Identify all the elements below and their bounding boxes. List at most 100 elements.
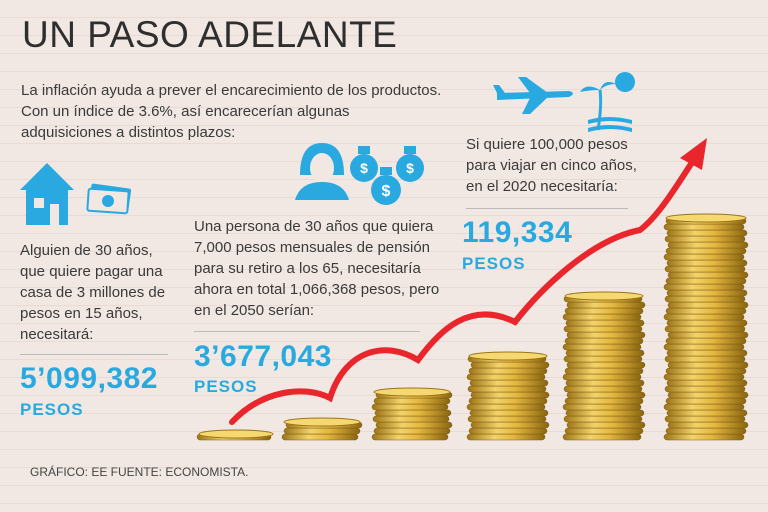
coin bbox=[564, 367, 644, 375]
coin bbox=[562, 373, 642, 381]
case-unit: PESOS bbox=[20, 400, 84, 419]
coin bbox=[663, 373, 745, 381]
case-text: pesos en 15 años, bbox=[20, 305, 143, 322]
coin-top bbox=[665, 213, 747, 223]
divider bbox=[20, 354, 168, 355]
plane-icon bbox=[493, 77, 573, 114]
palm-icon bbox=[580, 72, 635, 132]
coin bbox=[562, 343, 642, 351]
coin bbox=[466, 433, 546, 441]
coin bbox=[371, 433, 449, 441]
coin bbox=[470, 421, 550, 429]
coin-stacks bbox=[196, 213, 749, 441]
coin bbox=[663, 223, 745, 231]
intro-line: Con un índice de 3.6%, así encarecerían … bbox=[21, 103, 350, 120]
case-text: Alguien de 30 años, bbox=[20, 242, 153, 259]
coin bbox=[562, 433, 642, 441]
coin bbox=[466, 403, 546, 411]
coin bbox=[563, 325, 643, 333]
coin bbox=[566, 361, 646, 369]
case-text: 7,000 pesos mensuales de pensión bbox=[194, 239, 431, 256]
coin bbox=[667, 421, 749, 429]
coin bbox=[664, 265, 746, 273]
case-text: ahora en total 1,066,368 pesos, pero bbox=[194, 281, 440, 298]
coin bbox=[663, 253, 745, 261]
coin bbox=[665, 397, 747, 405]
coin bbox=[468, 397, 548, 405]
coin-top bbox=[283, 417, 361, 427]
coin bbox=[565, 349, 645, 357]
coin bbox=[468, 427, 548, 435]
coin bbox=[664, 325, 746, 333]
coin bbox=[663, 283, 745, 291]
coin bbox=[283, 427, 361, 435]
coin bbox=[564, 427, 644, 435]
case-text: casa de 3 millones de bbox=[20, 284, 166, 301]
coin bbox=[666, 409, 748, 417]
case-text: que quiere pagar una bbox=[20, 263, 163, 280]
arrow-head bbox=[680, 138, 707, 170]
coin bbox=[666, 319, 748, 327]
coin bbox=[664, 415, 746, 423]
case-unit: PESOS bbox=[462, 254, 526, 273]
money-bags-icon: $ $ $ bbox=[350, 146, 424, 205]
coin bbox=[663, 403, 745, 411]
coin bbox=[562, 403, 642, 411]
intro-line: La inflación ayuda a prever el encarecim… bbox=[21, 82, 442, 99]
coin bbox=[666, 229, 748, 237]
coin bbox=[563, 415, 643, 423]
case-text: para su retiro a los 65, necesitaría bbox=[194, 260, 421, 277]
coin bbox=[470, 391, 550, 399]
divider bbox=[466, 208, 628, 209]
svg-text:$: $ bbox=[360, 160, 368, 176]
coin bbox=[667, 241, 749, 249]
case-unit: PESOS bbox=[194, 377, 258, 396]
coin bbox=[667, 271, 749, 279]
case-amount: 5’099,382 bbox=[20, 362, 158, 395]
coin bbox=[563, 355, 643, 363]
coin bbox=[566, 421, 646, 429]
coin-top bbox=[198, 429, 274, 439]
svg-text:$: $ bbox=[382, 183, 391, 200]
coin bbox=[665, 367, 747, 375]
coin bbox=[470, 361, 550, 369]
coin bbox=[469, 409, 549, 417]
coin bbox=[372, 415, 450, 423]
coin bbox=[665, 337, 747, 345]
coin bbox=[566, 301, 646, 309]
coin bbox=[564, 397, 644, 405]
coin-top bbox=[468, 351, 548, 361]
case-amount: 119,334 bbox=[462, 216, 573, 249]
coin bbox=[665, 247, 747, 255]
coin bbox=[664, 385, 746, 393]
coin bbox=[565, 409, 645, 417]
case-text: necesitará: bbox=[20, 326, 94, 343]
coin bbox=[373, 397, 451, 405]
money-icon bbox=[86, 183, 132, 215]
divider bbox=[194, 331, 420, 332]
coin bbox=[667, 391, 749, 399]
coin bbox=[373, 427, 451, 435]
coin bbox=[663, 313, 745, 321]
coin bbox=[469, 379, 549, 387]
coin bbox=[665, 277, 747, 285]
case-amount: 3’677,043 bbox=[194, 340, 332, 373]
trend-arrow bbox=[229, 155, 698, 425]
coin bbox=[666, 259, 748, 267]
coin bbox=[565, 379, 645, 387]
coin bbox=[374, 409, 452, 417]
coin bbox=[565, 319, 645, 327]
coin bbox=[564, 337, 644, 345]
coin bbox=[666, 379, 748, 387]
coin bbox=[664, 235, 746, 243]
intro-line: adquisiciones a distintos plazos: bbox=[21, 124, 236, 141]
coin bbox=[667, 361, 749, 369]
coin-top bbox=[564, 291, 644, 301]
coin bbox=[563, 385, 643, 393]
coin bbox=[666, 289, 748, 297]
house-icon bbox=[20, 163, 74, 225]
coin bbox=[566, 391, 646, 399]
coin bbox=[664, 295, 746, 303]
